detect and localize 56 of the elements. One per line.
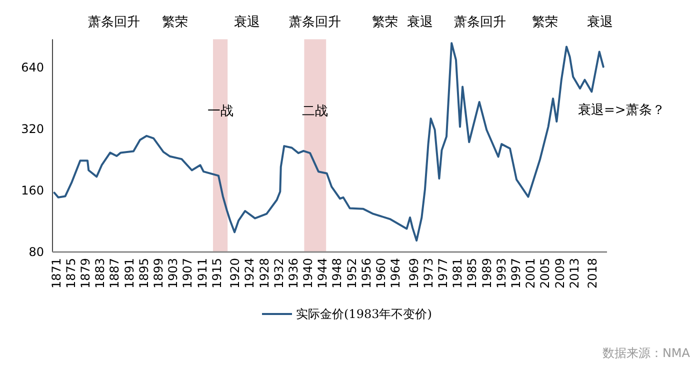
text: 萧条回升 [454,15,506,30]
x-tick-label: 1940 [301,258,316,289]
annotation: 衰退=>萧条？ [578,102,665,118]
x-tick-label: 1915 [210,258,224,289]
x-tick-label: 1920 [228,258,242,289]
x-tick-label: 1977 [436,258,450,289]
line-series [53,42,604,242]
x-tick-label: 2009 [552,258,567,289]
x-tick-label: 1932 [272,258,286,289]
text: 衰退 [587,14,613,30]
x-tick-label: 1899 [151,258,166,289]
y-tick-label: 80 [28,245,44,260]
x-tick-label: 1879 [78,258,93,289]
x-tick-label: 1895 [136,258,151,289]
y-tick-label: 320 [21,122,44,136]
text: 繁荣 [532,15,558,30]
x-tick-label: 1960 [374,258,388,289]
x-tick-label: 1928 [257,258,272,289]
x-tick-label: 1973 [421,258,436,289]
x-tick-label: 1948 [330,258,344,289]
source-note: 数据来源：NMA [602,346,691,360]
x-tick-label: 1993 [494,258,508,289]
x-tick-label: 1875 [64,258,78,289]
x-tick-label: 1883 [93,258,108,289]
x-tick-label: 1997 [509,258,523,289]
x-tick-label: 1964 [388,258,403,289]
y-tick-label: 640 [21,60,44,75]
text: 衰退 [234,14,260,30]
x-tick-label: 1944 [316,258,330,289]
x-tick-label: 1871 [49,258,64,289]
x-tick-label: 1956 [359,258,374,289]
x-tick-label: 2018 [586,258,600,289]
text: 繁荣 [162,15,188,30]
x-tick-label: 1985 [465,258,480,289]
x-tick-label: 1887 [108,258,122,289]
x-tick-label: 1952 [344,258,359,289]
x-tick-label: 1981 [450,258,465,289]
text: 萧条回升 [289,15,341,30]
x-tick-label: 1924 [242,258,257,289]
x-tick-label: 1891 [122,258,136,289]
x-tick-label: 1989 [480,258,494,289]
x-tick-label: 1907 [180,258,195,289]
legend-label: 实际金价(1983年不变价) [296,307,432,322]
text: 萧条回升 [88,15,140,30]
x-tick-label: 2005 [538,258,552,289]
x-tick-label: 2013 [567,258,582,289]
x-tick-label: 1903 [166,258,180,289]
x-tick-label: 2001 [524,258,538,289]
text: 衰退 [407,14,433,30]
x-tick-label: 1969 [406,258,421,289]
y-tick-label: 160 [21,184,44,198]
x-tick-label: 1936 [286,258,300,289]
band-label: 一战 [207,104,234,119]
text: 繁荣 [372,15,398,30]
x-tick-label: 1911 [195,258,210,289]
band-label: 二战 [302,104,328,119]
